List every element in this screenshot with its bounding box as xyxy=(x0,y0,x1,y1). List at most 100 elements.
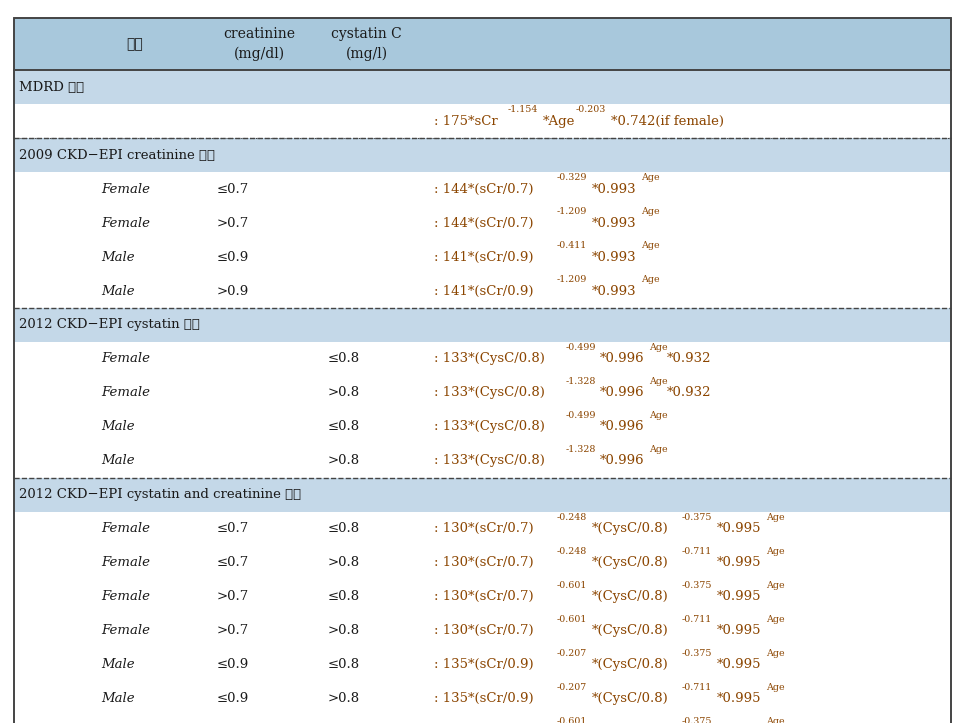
Text: : 175*sCr: : 175*sCr xyxy=(434,115,498,127)
Text: Female: Female xyxy=(101,625,151,637)
Text: (mg/dl): (mg/dl) xyxy=(234,47,285,61)
Text: : 133*(CysC/0.8): : 133*(CysC/0.8) xyxy=(434,353,545,365)
Text: *0.995: *0.995 xyxy=(717,625,761,637)
Text: : 130*(sCr/0.7): : 130*(sCr/0.7) xyxy=(434,557,534,569)
Text: -0.499: -0.499 xyxy=(565,411,595,420)
Text: -0.411: -0.411 xyxy=(557,241,588,250)
Text: ≤0.9: ≤0.9 xyxy=(217,251,249,263)
Text: (mg/l): (mg/l) xyxy=(345,47,388,61)
Text: *0.995: *0.995 xyxy=(717,591,761,603)
Bar xyxy=(14,138,951,172)
Bar xyxy=(14,342,951,376)
Text: 2012 CKD−EPI cystatin and creatinine 공식: 2012 CKD−EPI cystatin and creatinine 공식 xyxy=(19,489,301,501)
Text: *0.996: *0.996 xyxy=(600,387,645,399)
Text: : 135*(sCr/0.9): : 135*(sCr/0.9) xyxy=(434,659,534,671)
Text: : 130*(sCr/0.7): : 130*(sCr/0.7) xyxy=(434,625,534,637)
Text: ≤0.7: ≤0.7 xyxy=(217,183,249,195)
Text: >0.9: >0.9 xyxy=(217,285,249,297)
Text: -0.207: -0.207 xyxy=(557,649,588,658)
Text: Age: Age xyxy=(766,513,785,522)
Text: 2012 CKD−EPI cystatin 공식: 2012 CKD−EPI cystatin 공식 xyxy=(19,319,200,331)
Text: : 144*(sCr/0.7): : 144*(sCr/0.7) xyxy=(434,217,534,229)
Bar xyxy=(14,240,951,274)
Text: Age: Age xyxy=(766,615,785,624)
Text: *(CysC/0.8): *(CysC/0.8) xyxy=(593,523,669,535)
Text: -0.248: -0.248 xyxy=(557,547,588,556)
Text: Age: Age xyxy=(649,377,668,386)
Text: Female: Female xyxy=(101,183,151,195)
Text: : 130*(sCr/0.7): : 130*(sCr/0.7) xyxy=(434,591,534,603)
Text: ≤0.7: ≤0.7 xyxy=(217,557,249,569)
Bar xyxy=(14,104,951,138)
Text: ≤0.8: ≤0.8 xyxy=(328,659,360,671)
Bar xyxy=(14,648,951,682)
Text: : 130*(sCr/0.7): : 130*(sCr/0.7) xyxy=(434,523,534,535)
Bar xyxy=(14,512,951,546)
Bar xyxy=(14,580,951,614)
Text: : 135*(sCr/0.9): : 135*(sCr/0.9) xyxy=(434,693,534,705)
Text: : 133*(CysC/0.8): : 133*(CysC/0.8) xyxy=(434,421,545,433)
Text: Male: Male xyxy=(101,251,135,263)
Text: Age: Age xyxy=(766,547,785,556)
Text: cystatin C: cystatin C xyxy=(331,27,402,41)
Bar xyxy=(14,410,951,444)
Text: *(CysC/0.8): *(CysC/0.8) xyxy=(593,591,669,603)
Text: *0.995: *0.995 xyxy=(717,659,761,671)
Text: >0.7: >0.7 xyxy=(217,217,249,229)
Bar xyxy=(14,376,951,410)
Text: -0.711: -0.711 xyxy=(682,615,712,624)
Text: Age: Age xyxy=(766,683,785,692)
Text: -0.329: -0.329 xyxy=(557,173,588,182)
Bar xyxy=(14,18,951,70)
Text: Male: Male xyxy=(101,421,135,433)
Text: *0.993: *0.993 xyxy=(593,217,637,229)
Text: -0.601: -0.601 xyxy=(557,581,588,590)
Text: >0.8: >0.8 xyxy=(328,455,360,467)
Text: *0.993: *0.993 xyxy=(593,285,637,297)
Text: -0.375: -0.375 xyxy=(682,716,712,723)
Text: *0.742(if female): *0.742(if female) xyxy=(611,115,724,127)
Text: ≤0.8: ≤0.8 xyxy=(328,353,360,365)
Text: -1.209: -1.209 xyxy=(557,207,588,216)
Text: *0.993: *0.993 xyxy=(593,183,637,195)
Text: >0.8: >0.8 xyxy=(328,625,360,637)
Text: *0.932: *0.932 xyxy=(667,353,711,365)
Text: *0.996: *0.996 xyxy=(600,353,645,365)
Text: -0.375: -0.375 xyxy=(682,513,712,522)
Text: *0.995: *0.995 xyxy=(717,693,761,705)
Bar xyxy=(14,682,951,716)
Text: Female: Female xyxy=(101,217,151,229)
Text: -0.499: -0.499 xyxy=(565,343,595,352)
Bar xyxy=(14,308,951,342)
Text: -1.328: -1.328 xyxy=(565,445,595,454)
Text: *Age: *Age xyxy=(543,115,575,127)
Text: Male: Male xyxy=(101,455,135,467)
Bar xyxy=(14,478,951,512)
Bar xyxy=(14,70,951,104)
Text: -0.203: -0.203 xyxy=(576,105,606,114)
Text: >0.7: >0.7 xyxy=(217,591,249,603)
Text: : 141*(sCr/0.9): : 141*(sCr/0.9) xyxy=(434,251,534,263)
Text: Male: Male xyxy=(101,693,135,705)
Text: Female: Female xyxy=(101,557,151,569)
Text: *0.993: *0.993 xyxy=(593,251,637,263)
Text: >0.8: >0.8 xyxy=(328,387,360,399)
Text: ≤0.8: ≤0.8 xyxy=(328,421,360,433)
Text: *(CysC/0.8): *(CysC/0.8) xyxy=(593,693,669,705)
Text: *0.932: *0.932 xyxy=(667,387,711,399)
Text: -0.711: -0.711 xyxy=(682,547,712,556)
Text: *(CysC/0.8): *(CysC/0.8) xyxy=(593,659,669,671)
Text: ≤0.9: ≤0.9 xyxy=(217,693,249,705)
Text: creatinine: creatinine xyxy=(224,27,295,41)
Text: *0.995: *0.995 xyxy=(717,523,761,535)
Text: -1.328: -1.328 xyxy=(565,377,595,386)
Text: >0.8: >0.8 xyxy=(328,557,360,569)
Text: : 133*(CysC/0.8): : 133*(CysC/0.8) xyxy=(434,455,545,467)
Text: -0.711: -0.711 xyxy=(682,683,712,692)
Text: *(CysC/0.8): *(CysC/0.8) xyxy=(593,625,669,637)
Text: 성별: 성별 xyxy=(126,37,144,51)
Text: MDRD 공식: MDRD 공식 xyxy=(19,81,84,93)
Text: Age: Age xyxy=(641,173,660,182)
Text: Age: Age xyxy=(766,649,785,658)
Text: : 141*(sCr/0.9): : 141*(sCr/0.9) xyxy=(434,285,534,297)
